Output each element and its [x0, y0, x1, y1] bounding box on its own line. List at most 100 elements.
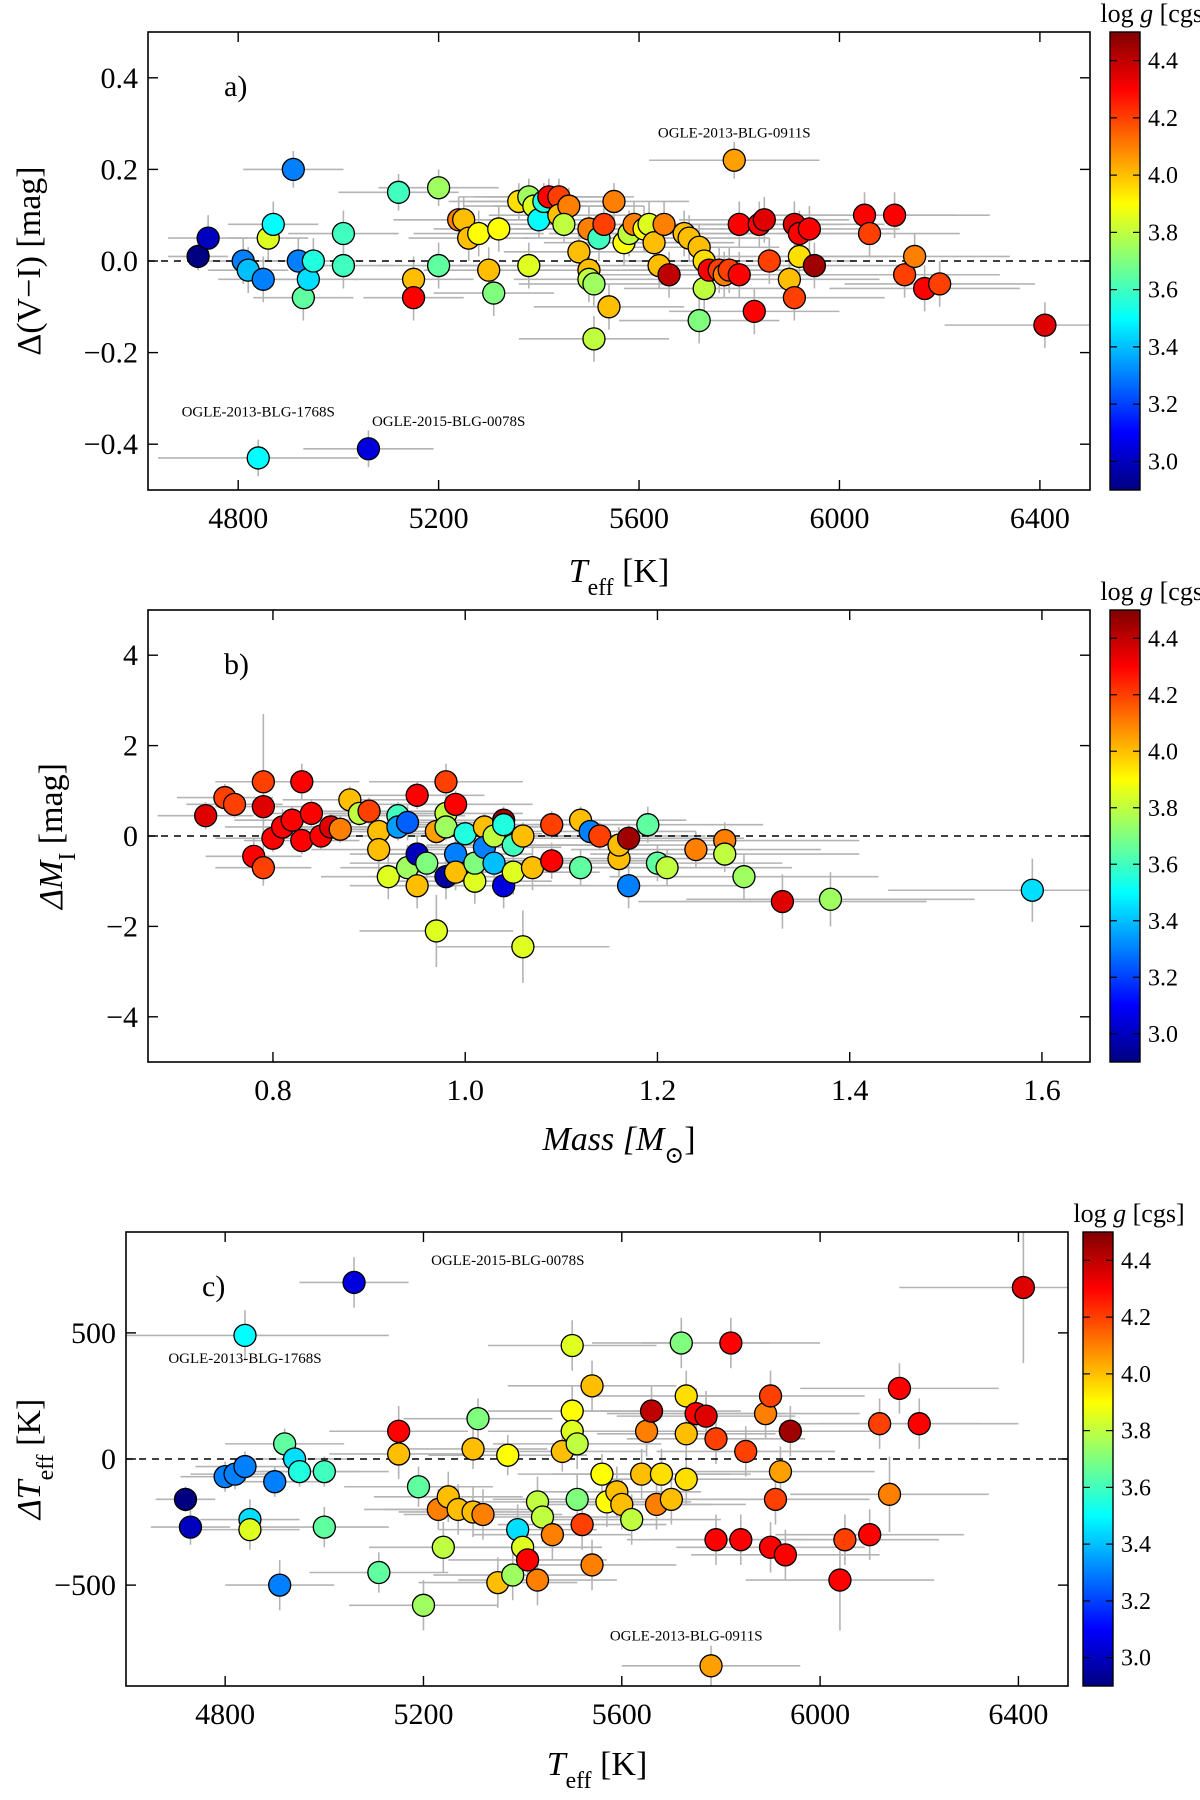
data-point	[387, 1419, 411, 1443]
data-point	[387, 1442, 411, 1466]
data-point	[727, 263, 751, 287]
y-tick-label: 0	[123, 820, 138, 853]
data-point	[642, 231, 666, 255]
colorbar-tick-label: 4.4	[1121, 1248, 1151, 1274]
data-point	[401, 285, 426, 310]
data-point	[482, 851, 506, 875]
data-point	[659, 1487, 684, 1512]
data-point	[928, 272, 952, 296]
y-tick-label: 500	[71, 1317, 116, 1350]
y-tick-label: −4	[106, 1001, 138, 1034]
x-tick-label: 5200	[409, 502, 469, 535]
colorbar-title: log g [cgs]	[1100, 0, 1200, 28]
y-axis-label-part: ΔM	[33, 859, 70, 911]
x-tick-label: 1.2	[639, 1074, 677, 1107]
x-tick-label: 6400	[988, 1698, 1048, 1731]
data-point	[299, 801, 324, 826]
y-axis-label-part: [K]	[11, 1399, 48, 1455]
data-point	[251, 794, 275, 819]
data-point	[328, 817, 352, 841]
x-axis-label-part: eff	[588, 575, 614, 601]
data-point	[471, 1502, 495, 1527]
data-point	[552, 212, 576, 237]
colorbar-tick-label: 3.8	[1148, 220, 1178, 246]
data-point	[770, 889, 795, 914]
data-point	[907, 1412, 931, 1436]
data-point	[636, 813, 660, 837]
data-point	[669, 1331, 693, 1355]
panel-label: c)	[202, 1270, 225, 1303]
x-tick-label: 1.6	[1023, 1074, 1061, 1107]
data-point	[287, 1459, 312, 1484]
data-point	[704, 1528, 728, 1552]
data-point	[496, 1443, 520, 1467]
data-point	[530, 1505, 555, 1529]
y-axis-label: ΔTeff [K]	[11, 1399, 59, 1522]
colorbar-tick-label: 3.0	[1148, 1022, 1178, 1048]
plot-area	[148, 713, 1090, 983]
error-bars	[158, 141, 1090, 477]
colorbar-title: log g [cgs]	[1100, 577, 1200, 606]
colorbar: 3.0 3.2 3.4 3.6 3.8 4.0 4.2 4.4 log g [cgs]	[1100, 0, 1200, 491]
data-point	[331, 253, 356, 278]
data-point	[582, 327, 606, 351]
y-axis-label-part: ΔT	[11, 1478, 48, 1521]
data-point	[405, 874, 429, 898]
data-point	[261, 212, 285, 237]
data-point	[443, 860, 468, 884]
data-point	[431, 1535, 455, 1559]
data-point	[649, 1462, 674, 1486]
data-point	[186, 244, 210, 269]
data-point	[778, 1419, 803, 1443]
x-axis-label: Teff [K]	[547, 1746, 648, 1794]
x-axis-label-part: [K]	[614, 553, 670, 590]
data-point	[727, 212, 751, 237]
data-point	[713, 842, 737, 866]
data-point	[560, 1399, 584, 1423]
point-annotation: OGLE-2015-BLG-0078S	[431, 1253, 584, 1269]
data-point	[424, 919, 449, 943]
data-point	[434, 770, 458, 794]
data-point	[570, 1512, 594, 1537]
x-axis-label-part: eff	[566, 1768, 592, 1794]
colorbar: 3.0 3.2 3.4 3.6 3.8 4.0 4.2 4.4 log g [cgs]	[1100, 577, 1200, 1063]
x-tick-label: 5600	[592, 1698, 652, 1731]
data-point	[758, 1384, 783, 1408]
colorbar-tick-label: 3.8	[1148, 796, 1178, 822]
colorbar-tick-label: 4.4	[1148, 49, 1178, 75]
data-point	[367, 837, 391, 862]
x-axis-label-part: ⊙	[664, 1143, 684, 1169]
colorbar-tick-label: 4.0	[1121, 1362, 1151, 1388]
y-axis-label: Δ(V−I) [mag]	[11, 166, 48, 355]
x-tick-label: 1.0	[446, 1074, 484, 1107]
colorbar-tick-label: 3.4	[1148, 335, 1178, 361]
data-point	[194, 804, 218, 828]
data-point	[674, 1422, 698, 1446]
y-tick-label: −0.2	[84, 337, 138, 370]
panel-a: 4800 5200 5600 6000 6400 −0.4 −0.2 0.0 0.2 0.4 a) O…	[11, 0, 1200, 601]
data-point	[263, 1470, 287, 1494]
y-axis-label-part: I	[55, 853, 81, 861]
colorbar-tick-label: 3.0	[1121, 1646, 1151, 1672]
data-point	[342, 1270, 366, 1295]
data-point	[395, 810, 420, 835]
data-point	[734, 1439, 758, 1464]
data-point	[634, 1419, 659, 1443]
x-axis-label: Mass [M⊙]	[541, 1121, 695, 1169]
data-point	[857, 221, 882, 246]
data-point	[674, 1467, 698, 1491]
data-point	[580, 1553, 604, 1577]
colorbar-tick-label: 4.2	[1121, 1305, 1151, 1331]
panel-label: a)	[224, 70, 247, 103]
data-point	[233, 1323, 257, 1348]
data-point	[565, 1487, 589, 1512]
colorbar-tick-label: 3.6	[1148, 278, 1178, 304]
colorbar-tick-label: 3.6	[1148, 852, 1178, 878]
data-point	[887, 1376, 912, 1401]
data-point	[818, 887, 843, 911]
data-point	[639, 1399, 664, 1423]
data-point	[773, 1543, 798, 1567]
x-axis-label-part: Mass [M	[541, 1121, 666, 1158]
colorbar-tick-label: 4.0	[1148, 739, 1178, 765]
